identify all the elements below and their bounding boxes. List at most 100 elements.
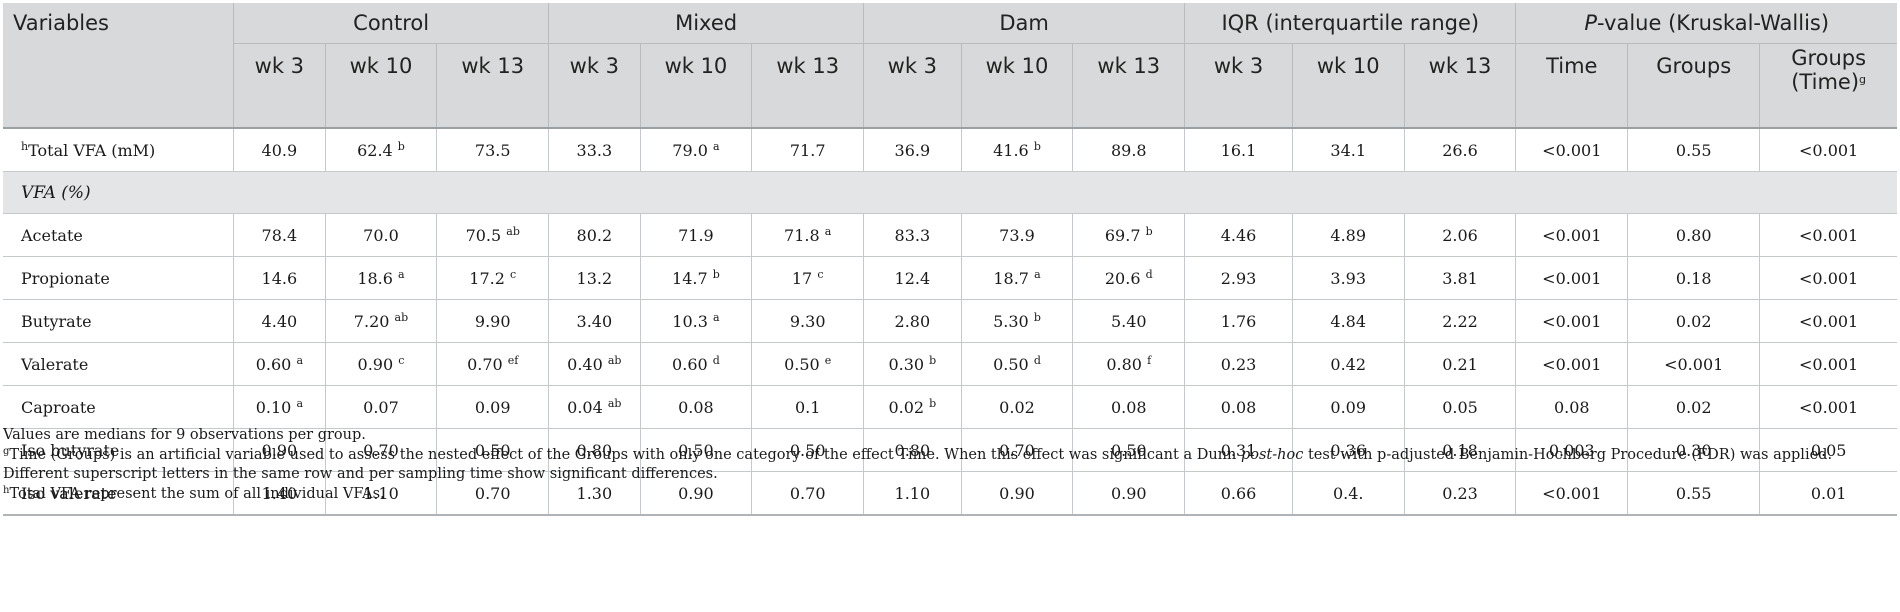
table-cell: <0.001 xyxy=(1515,299,1628,343)
cell-value: 0.003 xyxy=(1548,440,1595,460)
header-week: wk 3 xyxy=(233,43,326,129)
table-cell: <0.001 xyxy=(1759,256,1897,300)
table-cell: 26.6 xyxy=(1403,128,1516,172)
header-variables: Variables xyxy=(3,3,234,129)
cell-superscript: d xyxy=(1033,353,1041,367)
cell-value: 89.8 xyxy=(1110,140,1147,160)
cell-superscript: a xyxy=(713,139,720,153)
cell-value: 17 xyxy=(791,268,813,288)
cell-value: 4.84 xyxy=(1330,311,1367,331)
table-cell: 0.90 xyxy=(1072,471,1185,516)
table-cell: <0.001 xyxy=(1759,213,1897,257)
cell-value: <0.001 xyxy=(1799,268,1859,288)
table-cell: 71.9 xyxy=(639,213,752,257)
note-h: hTotal VFA represent the sum of all indi… xyxy=(3,485,1893,505)
cell-superscript: a xyxy=(296,396,303,410)
cell-value: 5.30 xyxy=(993,311,1029,331)
cell-value: 0.02 xyxy=(1675,397,1712,417)
cell-value: 0.23 xyxy=(1442,483,1478,503)
table-cell: 0.08 xyxy=(1072,385,1185,429)
table-cell: 0.21 xyxy=(1403,342,1516,386)
cell-value: 0.30 xyxy=(1675,440,1712,460)
cell-value: 14.7 xyxy=(672,268,708,288)
table-cell: 89.8 xyxy=(1072,128,1185,172)
table-cell: 79.0 a xyxy=(639,128,752,172)
cell-value: 0.90 xyxy=(678,483,714,503)
note-g-italic: post-hoc xyxy=(1240,446,1304,463)
row-label: Iso valerate xyxy=(3,471,234,516)
table-cell: 1.10 xyxy=(863,471,962,516)
table-cell: 0.10 a xyxy=(233,385,326,429)
cell-value: 0.55 xyxy=(1675,140,1712,160)
cell-value: 26.6 xyxy=(1442,140,1478,160)
table-row: Valerate 0.60 a 0.90 c 0.70 ef 0.40 ab 0.60 d… xyxy=(3,342,1897,386)
table-cell: 12.4 xyxy=(863,256,962,300)
table-cell: 0.60 d xyxy=(639,342,752,386)
cell-superscript: b xyxy=(1033,310,1041,324)
cell-value: 71.9 xyxy=(678,225,714,245)
cell-value: 78.4 xyxy=(261,225,298,245)
table-cell: 0.18 xyxy=(1627,256,1760,300)
cell-value: 34.1 xyxy=(1330,140,1367,160)
section-row-vfa: VFA (%) xyxy=(3,171,1897,214)
table-cell: 0.70 xyxy=(436,471,549,516)
table-cell: 80.2 xyxy=(548,213,641,257)
table-cell: <0.001 xyxy=(1759,299,1897,343)
cell-value: 0.08 xyxy=(1553,397,1590,417)
row-label: Butyrate xyxy=(3,299,234,343)
cell-value: 0.80 xyxy=(1675,225,1712,245)
cell-superscript: b xyxy=(929,396,937,410)
cell-value: 2.06 xyxy=(1442,225,1478,245)
cell-value: <0.001 xyxy=(1799,225,1859,245)
cell-value: 0.70 xyxy=(363,440,399,460)
cell-value: 1.10 xyxy=(363,483,399,503)
cell-value: 40.9 xyxy=(261,140,298,160)
cell-value: 13.2 xyxy=(576,268,613,288)
note-h-sup: h xyxy=(3,484,10,496)
cell-value: <0.001 xyxy=(1542,140,1602,160)
row-label: Acetate xyxy=(3,213,234,257)
header-control: Control xyxy=(233,3,549,44)
table-cell: 13.2 xyxy=(548,256,641,300)
cell-value: <0.001 xyxy=(1542,483,1602,503)
table-cell: 70.5 ab xyxy=(436,213,549,257)
header-week: wk 13 xyxy=(1072,43,1185,129)
table-cell: 0.42 xyxy=(1291,342,1405,386)
cell-value: 9.30 xyxy=(789,311,826,331)
table-cell: 0.1 xyxy=(751,385,864,429)
table-cell: 1.40 xyxy=(233,471,326,516)
table-cell: 0.02 b xyxy=(863,385,962,429)
table-cell: 0.05 xyxy=(1403,385,1516,429)
row-label: Iso butyrate xyxy=(3,428,234,472)
cell-value: 71.7 xyxy=(789,140,826,160)
cell-value: 73.5 xyxy=(474,140,511,160)
table-cell: 0.01 xyxy=(1759,471,1897,516)
cell-value: 0.40 xyxy=(567,354,603,374)
cell-value: 0.66 xyxy=(1220,483,1257,503)
table-cell: 4.84 xyxy=(1291,299,1405,343)
table-cell: 17.2 c xyxy=(436,256,549,300)
table-cell: 0.50 xyxy=(436,428,549,472)
cell-superscript: ab xyxy=(607,396,622,410)
header-mixed: Mixed xyxy=(548,3,864,44)
table-cell: 3.40 xyxy=(548,299,641,343)
table-container: Variables Control Mixed Dam IQR (interqu… xyxy=(3,3,1897,516)
cell-value: <0.001 xyxy=(1542,354,1602,374)
table-cell: 4.46 xyxy=(1184,213,1293,257)
table-cell: 41.6 b xyxy=(960,128,1073,172)
table-cell: 0.23 xyxy=(1403,471,1516,516)
table-cell: 71.7 xyxy=(751,128,864,172)
table-cell: <0.001 xyxy=(1515,342,1628,386)
cell-value: 4.89 xyxy=(1330,225,1367,245)
table-row: Caproate 0.10 a 0.07 0.09 0.04 ab 0.08 0.1 0.02… xyxy=(3,385,1897,429)
cell-value: 70.0 xyxy=(363,225,399,245)
cell-value: 80.2 xyxy=(576,225,613,245)
table-cell: 0.40 ab xyxy=(548,342,641,386)
cell-value: 0.04 xyxy=(567,397,603,417)
cell-value: 0.08 xyxy=(1110,397,1147,417)
cell-superscript: a xyxy=(824,224,832,238)
cell-value: <0.001 xyxy=(1799,354,1859,374)
table-cell: 10.3 a xyxy=(639,299,752,343)
cell-value: 83.3 xyxy=(894,225,931,245)
table-cell: 83.3 xyxy=(863,213,962,257)
